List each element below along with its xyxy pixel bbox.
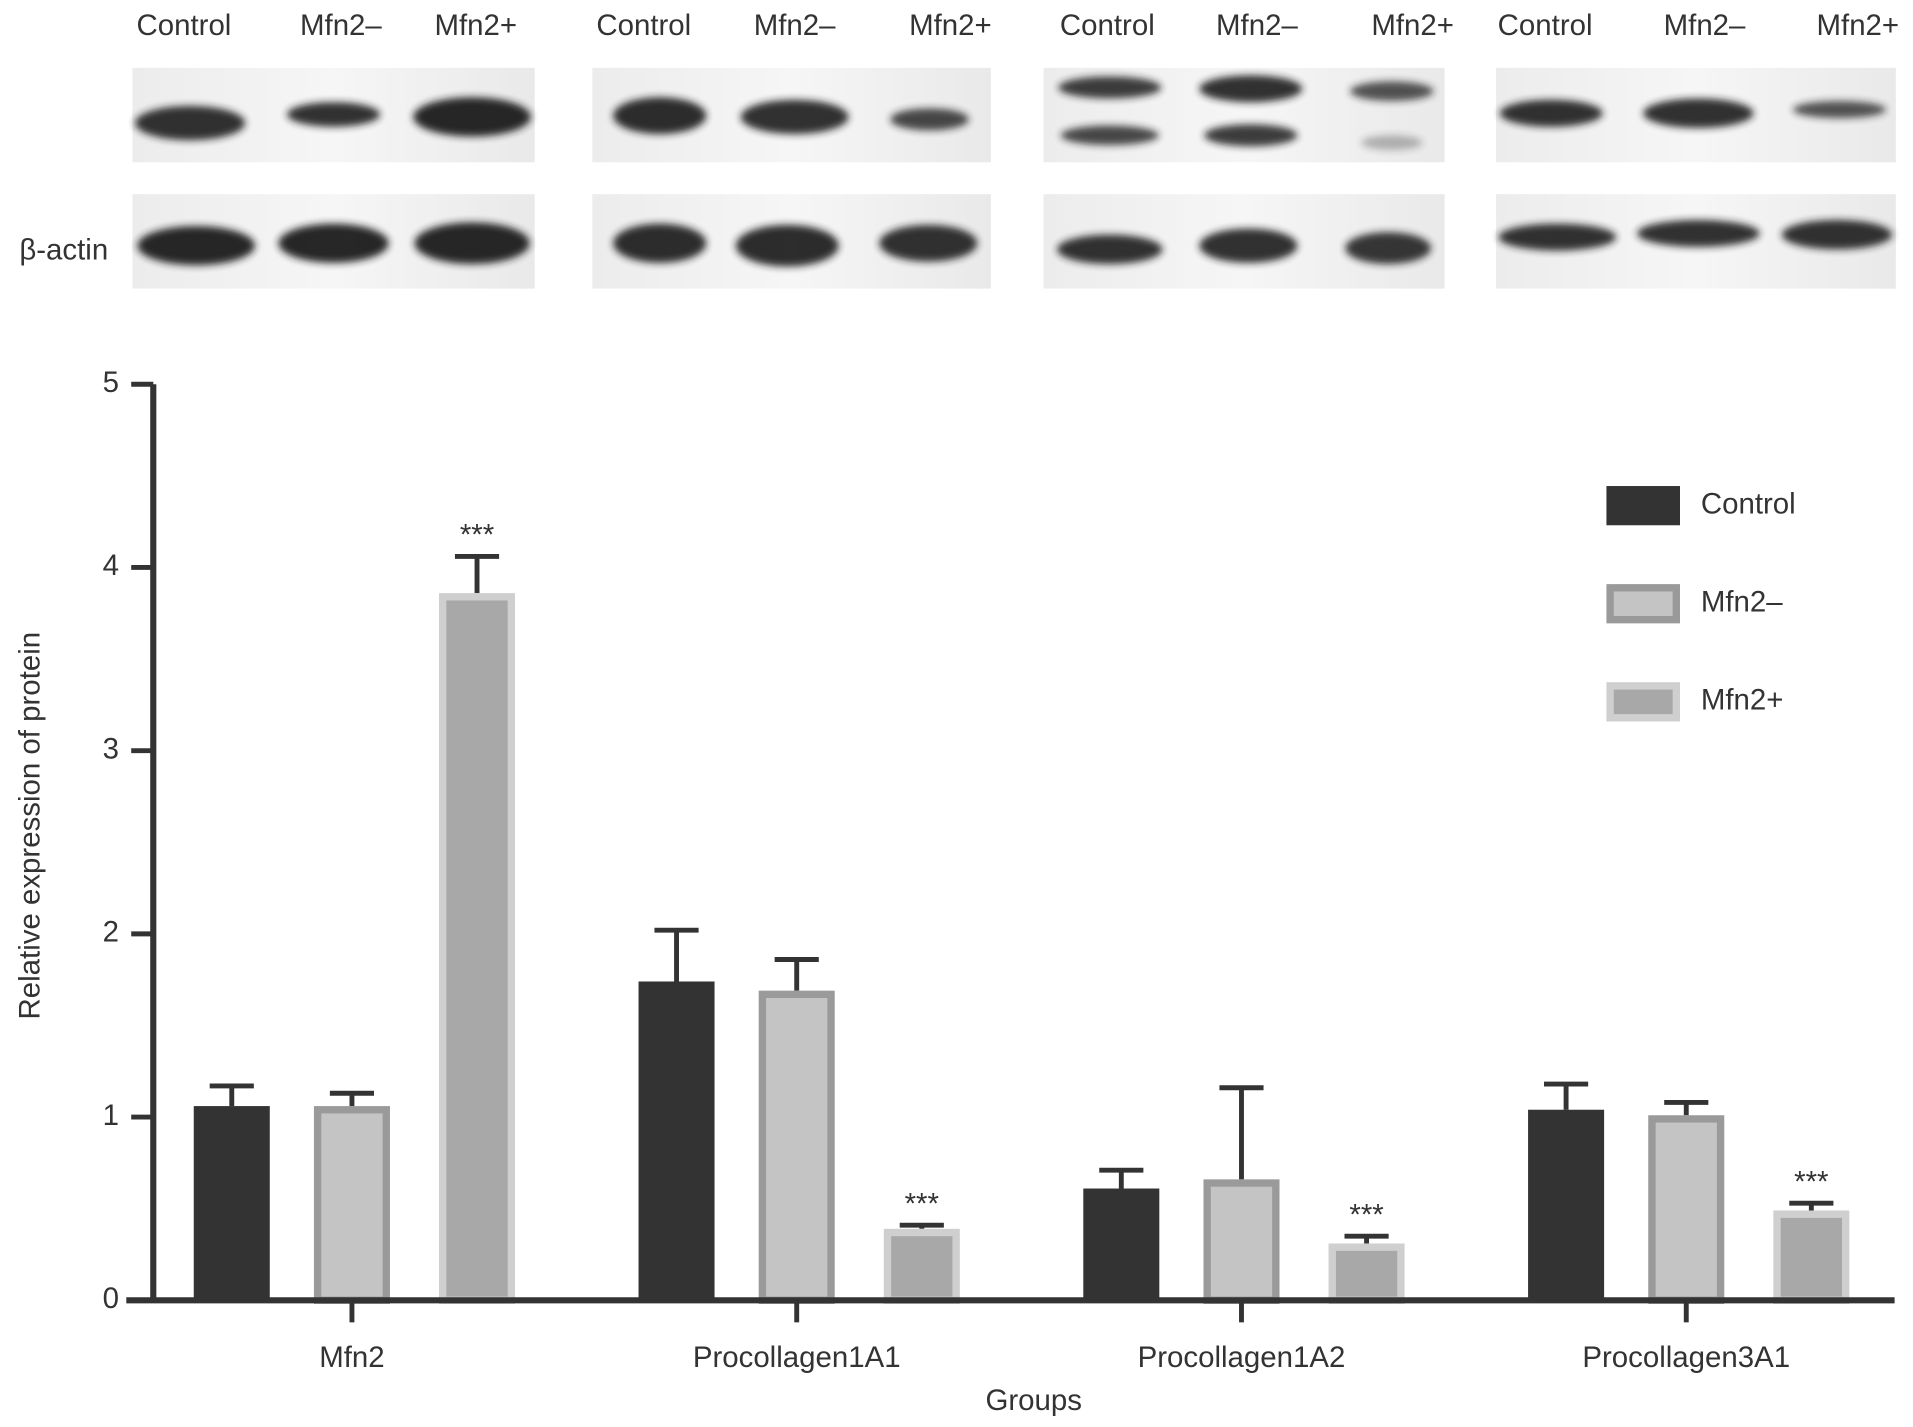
- legend-label: Mfn2+: [1701, 684, 1784, 717]
- blot-band: [1781, 219, 1893, 250]
- lane-label: Mfn2+: [435, 9, 518, 42]
- blot-band: [414, 222, 530, 265]
- loading-control-label: β-actin: [19, 234, 108, 267]
- lane-label: Mfn2–: [1664, 9, 1746, 42]
- y-tick-label: 4: [103, 549, 119, 582]
- blot-band: [1498, 223, 1617, 251]
- blot-band: [286, 102, 381, 127]
- bar: [313, 1106, 390, 1304]
- significance-label: ***: [1794, 1165, 1828, 1198]
- blot-band: [879, 224, 978, 262]
- bar: [638, 981, 715, 1301]
- legend-label: Control: [1701, 487, 1796, 520]
- blot-band: [413, 97, 531, 137]
- blot-band: [1499, 99, 1603, 127]
- legend-label: Mfn2–: [1701, 586, 1783, 619]
- bar: [1528, 1109, 1605, 1301]
- bar: [1773, 1210, 1850, 1304]
- blot-band: [1350, 81, 1434, 101]
- bar: [1203, 1179, 1280, 1304]
- legend-swatch: [1606, 682, 1681, 722]
- x-tick-label: Procollagen1A2: [1138, 1341, 1346, 1374]
- lane-label: Mfn2+: [1371, 9, 1454, 42]
- blot-band: [1345, 232, 1432, 265]
- bar: [1083, 1188, 1160, 1301]
- western-blots: [132, 67, 1896, 289]
- blot-band: [278, 223, 389, 263]
- bar: [1648, 1115, 1725, 1304]
- blot-band: [1361, 135, 1423, 151]
- blot-band: [1199, 228, 1298, 263]
- blot-band: [1643, 98, 1754, 128]
- legend-swatch: [1606, 486, 1681, 526]
- blot-band: [1637, 219, 1760, 247]
- y-tick-label: 1: [103, 1099, 119, 1132]
- blot-band: [1792, 100, 1887, 119]
- blot-band: [1057, 234, 1163, 265]
- significance-label: ***: [905, 1187, 939, 1220]
- lane-label: Mfn2–: [754, 9, 836, 42]
- legend-swatch: [1606, 584, 1681, 624]
- lane-label: Control: [1060, 9, 1155, 42]
- blot-band: [1199, 75, 1303, 103]
- blot-band: [137, 226, 256, 266]
- lane-label: Control: [1498, 9, 1593, 42]
- blot-band: [890, 108, 969, 131]
- blot-band: [134, 105, 246, 141]
- x-tick-label: Procollagen3A1: [1582, 1341, 1790, 1374]
- significance-label: ***: [460, 519, 494, 552]
- bar: [1328, 1243, 1405, 1304]
- x-tick-label: Mfn2: [319, 1341, 384, 1374]
- blot-band: [1204, 124, 1298, 147]
- bar: [439, 593, 516, 1304]
- x-axis-title: Groups: [986, 1384, 1082, 1417]
- x-tick-label: Procollagen1A1: [693, 1341, 901, 1374]
- blot-band: [613, 223, 707, 263]
- lane-label: Control: [596, 9, 691, 42]
- lane-label: Mfn2+: [1817, 9, 1900, 42]
- lane-label: Mfn2–: [1216, 9, 1298, 42]
- bar: [758, 990, 835, 1304]
- y-tick-label: 0: [103, 1282, 119, 1315]
- significance-label: ***: [1349, 1198, 1383, 1231]
- lane-label: Mfn2–: [300, 9, 382, 42]
- blot-band: [735, 224, 839, 267]
- blot-band: [1060, 125, 1159, 146]
- blot-band: [740, 99, 849, 135]
- y-tick-label: 5: [103, 366, 119, 399]
- lane-label: Mfn2+: [909, 9, 992, 42]
- lane-label: Control: [137, 9, 232, 42]
- bar: [883, 1228, 960, 1304]
- y-tick-label: 2: [103, 916, 119, 949]
- y-tick-label: 3: [103, 732, 119, 765]
- blot-band: [1058, 76, 1162, 99]
- bar: [193, 1106, 270, 1301]
- blot-band: [613, 97, 707, 135]
- y-axis-title: Relative expression of protein: [14, 632, 47, 1020]
